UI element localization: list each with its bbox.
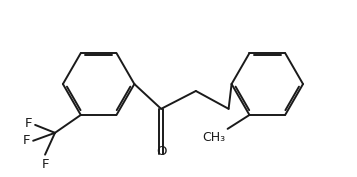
- Text: F: F: [23, 134, 30, 147]
- Text: F: F: [41, 158, 49, 171]
- Text: F: F: [25, 117, 32, 130]
- Text: CH₃: CH₃: [202, 131, 226, 144]
- Text: O: O: [156, 145, 166, 158]
